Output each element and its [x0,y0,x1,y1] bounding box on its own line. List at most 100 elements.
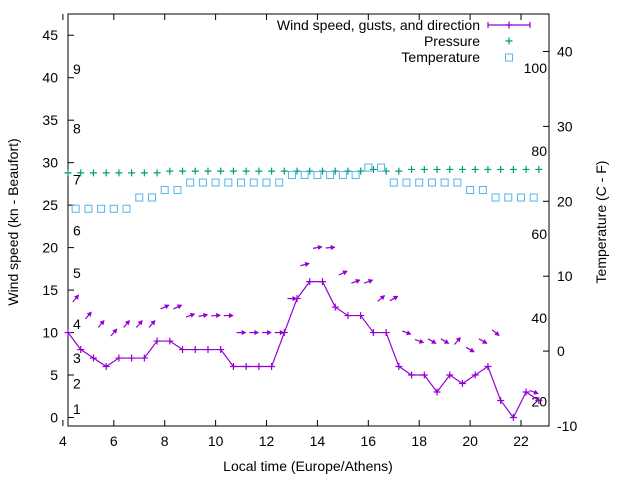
temperature-point [440,178,449,187]
wind-speed-point [484,363,492,371]
pressure-point [484,165,492,173]
y-tick-label: 25 [42,197,58,213]
pressure-point [102,169,110,177]
wind-speed-point [395,363,403,371]
x-tick-label: 22 [513,433,529,449]
gust-arrow-head [164,304,170,310]
wind-speed-point [128,354,136,362]
pressure-point [458,165,466,173]
wind-speed-point [331,303,339,311]
pressure-point [140,169,148,177]
gust-arrow-head [137,319,143,326]
wind-speed-point [408,371,416,379]
pressure-point [179,167,187,175]
gust-arrow-head [379,295,386,301]
gust-arrow-head [330,244,336,251]
pressure-point [229,167,237,175]
beaufort-label: 4 [73,316,81,332]
pressure-point [115,169,123,177]
beaufort-label: 7 [73,172,81,188]
wind-speed-point [191,346,199,354]
pressure-point [153,169,161,177]
temperature-point [122,204,131,213]
gust-arrow-head [124,319,130,326]
pressure-point [433,165,441,173]
y-tick-label: 0 [50,410,58,426]
gust-arrow-head [533,389,539,395]
y-tick-label: 30 [42,155,58,171]
x-tick-label: 8 [161,433,169,449]
gust-arrow-head [494,330,500,336]
y2-tick-label: -10 [557,418,577,434]
wind-speed-point [458,380,466,388]
temperature-point [377,163,386,172]
gust-arrow-head [355,278,361,284]
temperature-point [517,193,526,202]
wind-speed-point [344,312,352,320]
beaufort-label: 6 [73,223,81,239]
temperature-point [84,204,93,213]
pressure-point [128,169,136,177]
legend-swatch-temperature [505,53,513,62]
temperature-point [224,178,233,187]
gust-arrow-head [254,329,260,336]
x-tick-label: 12 [259,433,275,449]
x-tick-label: 6 [110,433,118,449]
x-tick-label: 10 [208,433,224,449]
temperature-point [415,178,424,187]
temperature-point [326,171,335,180]
y2-tick-label: 10 [557,268,573,284]
temperature-point [211,178,220,187]
fahrenheit-label: 80 [531,143,547,159]
pressure-point [255,167,263,175]
temperature-point [109,204,118,213]
temperature-point [275,178,284,187]
pressure-point [497,165,505,173]
y2-tick-label: 40 [557,43,573,59]
wind-speed-point [420,371,428,379]
y2-tick-label: 30 [557,118,573,134]
beaufort-label: 1 [73,401,81,417]
wind-speed-point [433,388,441,396]
y-tick-label: 20 [42,240,58,256]
legend-swatch-wind-marker [487,21,531,29]
temperature-point [147,193,156,202]
y2-tick-label: 0 [557,343,565,359]
wind-speed-point [242,363,250,371]
gust-arrow-head [292,295,298,302]
wind-speed-point [179,346,187,354]
y-tick-label: 40 [42,70,58,86]
gust-arrow-head [267,329,272,336]
gust-arrow-head [367,278,374,284]
pressure-point [77,169,85,177]
fahrenheit-label: 40 [531,310,547,326]
x-tick-label: 4 [59,433,67,449]
pressure-point [204,167,212,175]
temperature-point [389,178,398,187]
gust-arrow-head [99,319,105,326]
temperature-point [97,204,106,213]
wind-speed-point [115,354,123,362]
gust-arrow-head [406,330,412,336]
temperature-point [198,178,207,187]
temperature-point [466,186,475,195]
beaufort-label: 8 [73,121,81,137]
temperature-point [300,171,309,180]
wind-speed-point [166,337,174,345]
gust-arrow-head [86,311,92,317]
y-tick-label: 10 [42,325,58,341]
gust-arrow-head [241,329,247,336]
wind-speed-point [140,354,148,362]
gust-arrow-head [418,338,425,344]
temperature-point [287,171,296,180]
pressure-point [191,167,199,175]
gust-arrow-head [279,329,285,336]
gust-arrow-head [189,312,196,318]
gust-arrow-head [176,304,183,310]
gust-arrow-head [74,294,80,300]
wind-speed-point [89,354,97,362]
x-tick-label: 16 [361,433,377,449]
beaufort-label: 5 [73,265,81,281]
wind-speed-point [77,346,85,354]
